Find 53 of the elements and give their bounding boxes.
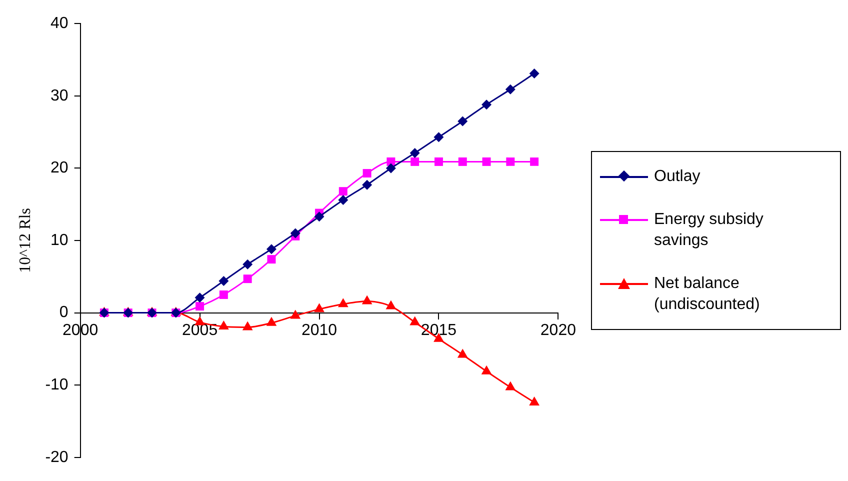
point [243,274,252,284]
point [530,157,539,166]
point [338,298,348,308]
point [362,169,372,178]
point [482,157,491,166]
point [218,320,229,330]
point [529,68,540,78]
point [290,228,300,238]
legend-label: Outlay [654,167,702,187]
point [266,316,277,326]
legend-label: Energy subsidy savings [654,210,764,251]
legend-label: Net balance (undiscounted) [654,274,761,315]
point [505,84,516,94]
y-axis-title: 10^12 Rls [16,208,34,273]
point [505,381,516,390]
y-tick-label: 20 [50,160,68,177]
point [266,244,276,254]
point [362,180,372,190]
point [386,163,396,174]
point [458,157,467,166]
point [242,259,253,270]
y-tick-label: 40 [50,15,68,32]
y-tick-label: 0 [59,304,68,322]
y-tick-label: 10 [50,232,68,249]
point [410,148,420,158]
point [219,290,228,299]
point [482,100,492,110]
y-tick-label: 30 [50,87,68,104]
point [194,292,205,303]
point [362,295,372,304]
point [267,255,276,264]
point [506,157,515,166]
point [458,116,468,126]
point [314,303,324,312]
point [338,187,348,196]
point [196,302,204,311]
point [434,157,443,166]
point [218,276,229,286]
x-tick-label: 2010 [301,322,338,339]
x-tick-label: 2020 [540,322,576,339]
point [338,195,348,206]
point [314,212,324,222]
point [410,157,420,166]
point [242,321,253,330]
y-tick-label: -10 [45,376,68,394]
point [290,310,301,319]
point [410,316,420,326]
point [386,300,396,310]
point [457,348,468,358]
point [481,365,492,374]
y-tick-label: -20 [45,448,68,466]
point [529,396,540,406]
point [434,132,444,142]
